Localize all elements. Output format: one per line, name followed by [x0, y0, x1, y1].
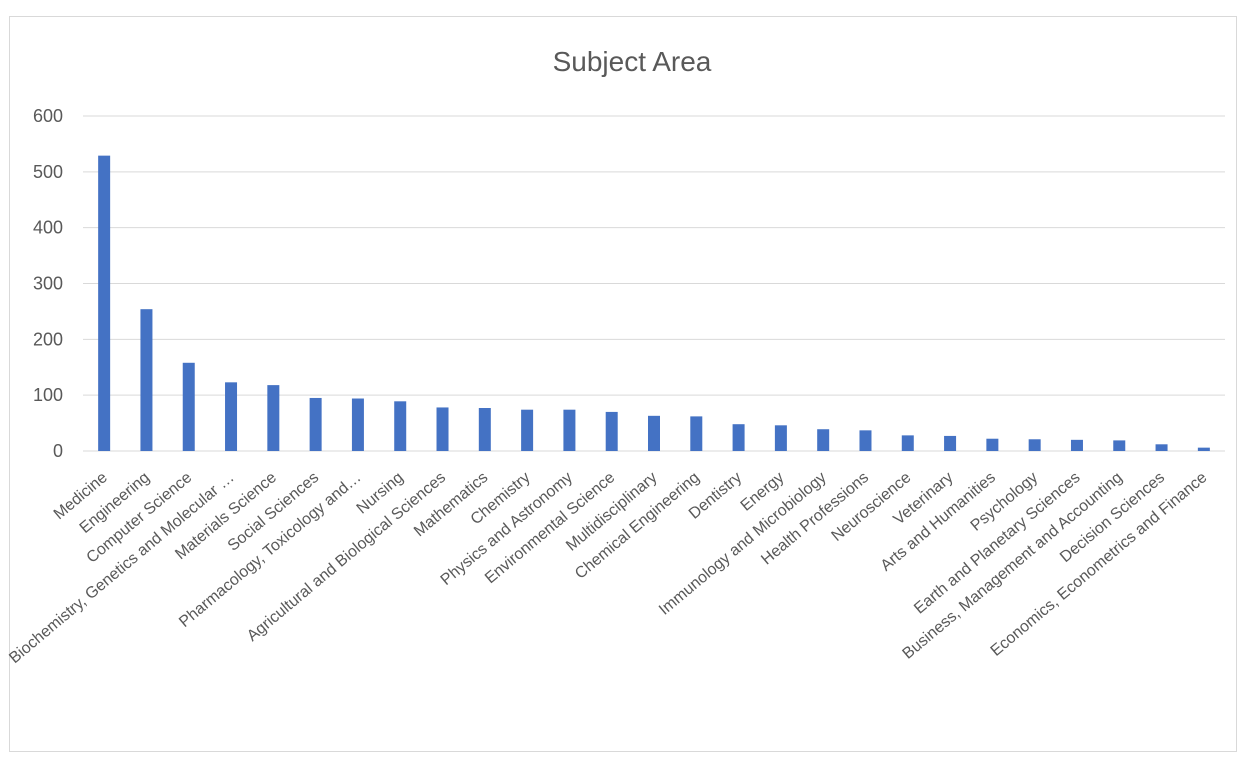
chart-frame	[9, 16, 1237, 752]
bar	[563, 409, 576, 451]
gridlines	[83, 115, 1225, 452]
bar	[1028, 439, 1041, 451]
bar	[901, 435, 914, 451]
bar	[478, 408, 491, 451]
bar	[605, 411, 618, 451]
bar	[690, 416, 703, 451]
bar	[1197, 447, 1210, 451]
bar	[986, 438, 999, 451]
bar	[774, 425, 787, 451]
bar	[944, 435, 957, 451]
bar	[859, 430, 872, 451]
y-tick-label: 300	[33, 274, 63, 294]
chart-title: Subject Area	[553, 46, 712, 77]
bar	[309, 397, 322, 451]
bars	[98, 155, 1210, 451]
bar	[98, 155, 111, 451]
bar	[521, 409, 534, 451]
y-tick-label: 400	[33, 218, 63, 238]
bar	[1155, 444, 1168, 451]
bar	[817, 429, 830, 451]
bar	[1113, 440, 1126, 451]
bar	[267, 385, 280, 451]
bar	[1070, 439, 1083, 451]
bar	[351, 398, 364, 451]
bar	[140, 309, 153, 451]
y-tick-label: 100	[33, 385, 63, 405]
bar	[225, 382, 238, 451]
bar	[436, 407, 449, 451]
y-tick-label: 0	[53, 441, 63, 461]
bar	[732, 424, 745, 451]
y-tick-label: 600	[33, 106, 63, 126]
bar	[394, 401, 407, 451]
bar	[182, 362, 195, 451]
y-tick-label: 500	[33, 162, 63, 182]
y-tick-label: 200	[33, 329, 63, 349]
y-axis-tick-labels: 0 100 200 300 400 500 600	[33, 106, 63, 461]
bar	[648, 415, 660, 451]
